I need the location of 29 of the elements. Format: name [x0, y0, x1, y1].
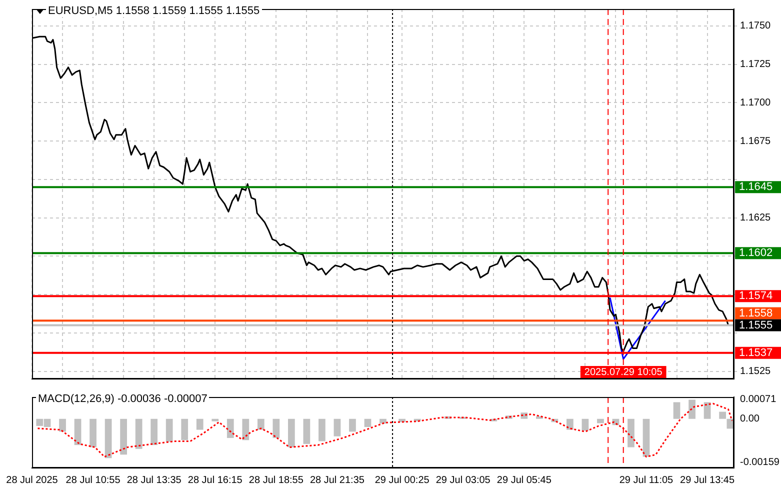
x-tick-label: 29 Jul 11:05 — [619, 474, 674, 486]
chart-title: EURUSD,M5 1.1558 1.1559 1.1555 1.1555 — [46, 5, 262, 17]
x-tick-label: 28 Jul 16:15 — [188, 474, 243, 486]
x-tick-label: 29 Jul 13:45 — [680, 474, 735, 486]
x-tick-label: 29 Jul 00:25 — [374, 474, 430, 486]
y-tick-label: 0.00 — [740, 414, 760, 425]
ref-line-label: 1.1574 — [739, 290, 773, 302]
x-tick-label: 28 Jul 21:35 — [310, 474, 365, 486]
ref-line-label: 1.1537 — [739, 346, 773, 359]
ref-line-label: 1.1558 — [739, 307, 773, 320]
ref-line-label: 1.1555 — [739, 319, 773, 332]
y-tick-label: 1.1525 — [740, 366, 772, 378]
x-tick-label: 28 Jul 2025 — [6, 474, 58, 486]
x-tick-label: 29 Jul 03:05 — [436, 474, 491, 486]
y-tick-label: 1.1700 — [740, 97, 772, 108]
x-tick-label: 28 Jul 10:55 — [66, 474, 121, 486]
chart-title: MACD(12,26,9) -0.00036 -0.00007 — [36, 393, 210, 405]
y-tick-label: 1.1725 — [740, 59, 772, 70]
y-tick-label: 1.1675 — [740, 136, 772, 147]
ref-line-label: 1.1602 — [739, 247, 773, 260]
x-tick-label: 28 Jul 13:35 — [126, 474, 182, 486]
y-tick-label: 1.1625 — [740, 212, 772, 224]
x-tick-label: 29 Jul 05:45 — [496, 474, 552, 486]
y-tick-label: 0.00071 — [740, 394, 777, 406]
ref-line-label: 1.1645 — [739, 181, 773, 194]
ref-line-label: 2025.07.29 10:05 — [584, 366, 663, 378]
x-tick-label: 28 Jul 18:55 — [248, 474, 304, 486]
y-tick-label: -0.00159 — [740, 457, 780, 468]
y-tick-label: 1.1750 — [740, 20, 772, 32]
